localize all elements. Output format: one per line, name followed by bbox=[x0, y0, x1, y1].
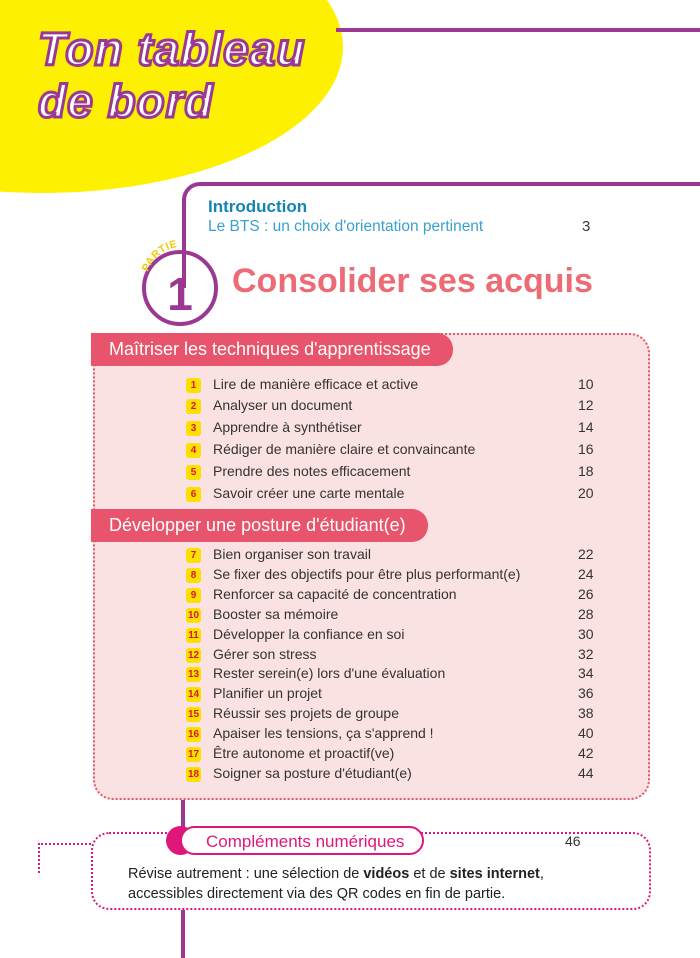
svg-text:PARTIE: PARTIE bbox=[140, 238, 179, 273]
